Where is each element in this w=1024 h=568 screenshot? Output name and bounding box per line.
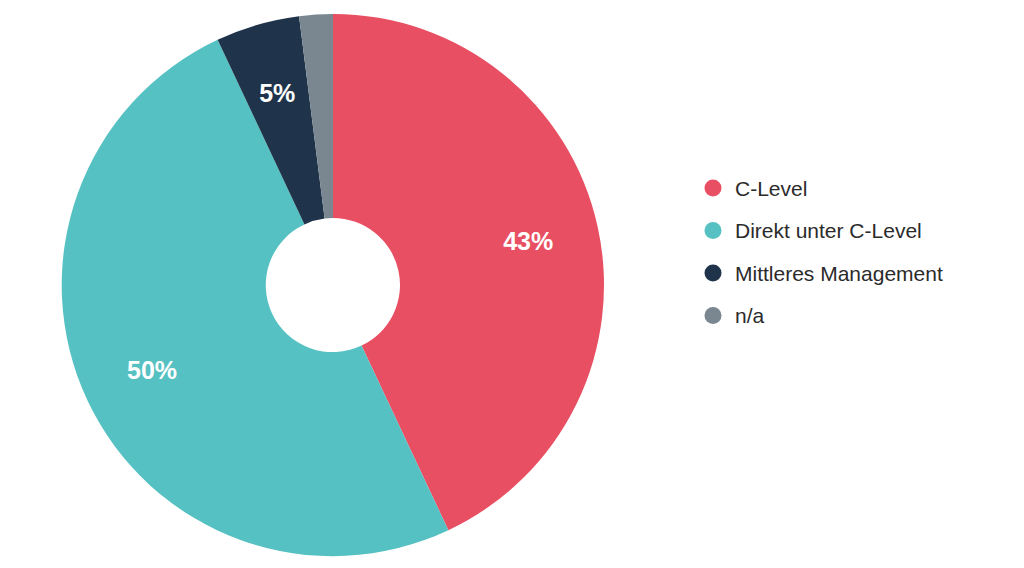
legend-swatch	[705, 180, 722, 197]
legend-label: C-Level	[735, 177, 807, 200]
pie-slice	[299, 14, 333, 219]
legend-label: n/a	[735, 304, 765, 327]
data-labels: 43% 50% 5%	[127, 79, 553, 384]
legend-label: Direkt unter C-Level	[735, 219, 922, 242]
legend-item: Mittleres Management	[705, 262, 943, 285]
legend-label: Mittleres Management	[735, 262, 943, 285]
data-label: 43%	[503, 227, 553, 255]
legend-item: Direkt unter C-Level	[705, 219, 922, 242]
data-label: 50%	[127, 356, 177, 384]
legend-swatch	[705, 222, 722, 239]
pie-group	[62, 14, 604, 556]
legend-swatch	[705, 307, 722, 324]
data-label: 5%	[259, 79, 295, 107]
legend-swatch	[705, 265, 722, 282]
chart-container: 43% 50% 5% C-Level Direkt unter C-Level Mittl…	[0, 0, 1024, 568]
legend: C-Level Direkt unter C-Level Mittleres Man…	[705, 177, 943, 328]
legend-item: n/a	[705, 304, 765, 327]
chart-svg: 43% 50% 5% C-Level Direkt unter C-Level Mittl…	[0, 0, 1024, 568]
legend-item: C-Level	[705, 177, 808, 200]
